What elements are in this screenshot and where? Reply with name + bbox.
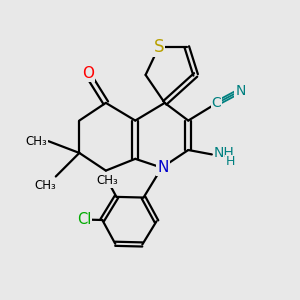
Text: CH₃: CH₃ <box>25 135 47 148</box>
Text: O: O <box>82 66 94 81</box>
Text: C: C <box>212 96 221 110</box>
Text: CH₃: CH₃ <box>34 179 56 192</box>
Text: CH₃: CH₃ <box>97 174 119 187</box>
Text: N: N <box>158 160 169 175</box>
Text: NH: NH <box>213 146 234 160</box>
Text: S: S <box>154 38 164 56</box>
Text: H: H <box>225 155 235 168</box>
Text: N: N <box>235 84 246 98</box>
Text: Cl: Cl <box>77 212 91 227</box>
